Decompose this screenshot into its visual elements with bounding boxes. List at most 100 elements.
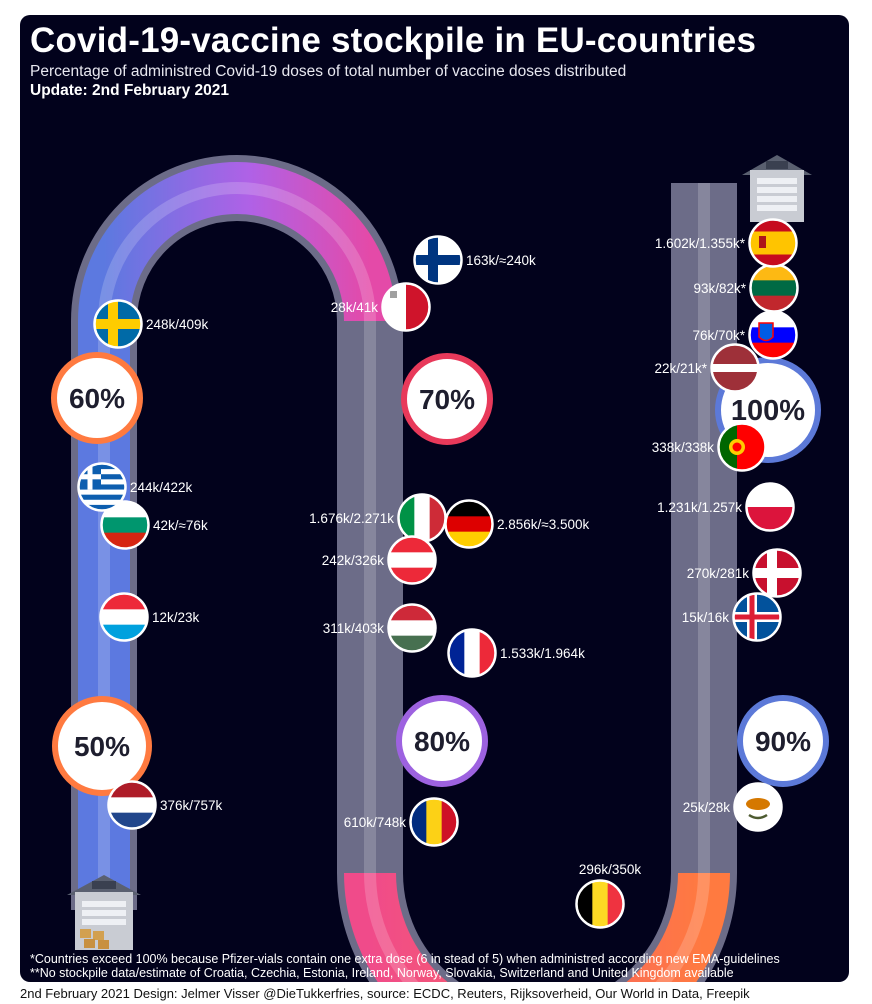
flag-border bbox=[381, 282, 431, 332]
country-label: 244k/422k bbox=[130, 480, 193, 495]
flag-border bbox=[447, 628, 497, 678]
flag-border bbox=[77, 462, 127, 512]
country-label: 338k/338k bbox=[652, 440, 715, 455]
flag-border bbox=[409, 797, 459, 847]
country-label: 270k/281k bbox=[687, 566, 750, 581]
malta-flag-icon bbox=[383, 284, 429, 330]
country-label: 1.676k/2.271k bbox=[309, 511, 394, 526]
country-italy: 1.676k/2.271k bbox=[309, 493, 447, 543]
flag-border bbox=[710, 343, 760, 393]
footnotes: *Countries exceed 100% because Pfizer-vi… bbox=[30, 952, 780, 980]
marker-label: 90% bbox=[755, 726, 811, 757]
country-label: 12k/23k bbox=[152, 610, 200, 625]
credit-line: 2nd February 2021 Design: Jelmer Visser … bbox=[20, 986, 750, 1001]
country-label: 376k/757k bbox=[160, 798, 223, 813]
marker-circle bbox=[401, 353, 493, 445]
country-portugal: 338k/338k bbox=[652, 422, 767, 472]
country-label: 2.856k/≈3.500k bbox=[497, 517, 589, 532]
warehouse-start-icon bbox=[67, 875, 141, 950]
marker-90: 90% bbox=[737, 695, 829, 787]
country-markers: 376k/757k 12k/23k 42k/≈76k 244k/422k 248k/40… bbox=[77, 218, 802, 929]
footnote-1: *Countries exceed 100% because Pfizer-vi… bbox=[30, 952, 780, 966]
country-cyprus: 25k/28k bbox=[683, 782, 783, 832]
flag-border bbox=[413, 235, 463, 285]
marker-label: 100% bbox=[731, 395, 805, 427]
marker-circle bbox=[737, 695, 829, 787]
marker-label: 70% bbox=[419, 384, 475, 415]
stockpile-track-chart: 50% 60% 70% 80% 90% 100% 376k/757k 12k/23k 42k/… bbox=[51, 155, 829, 982]
country-latvia: 22k/21k* bbox=[654, 343, 760, 393]
flag-border bbox=[732, 592, 782, 642]
country-label: 311k/403k bbox=[323, 621, 385, 636]
chart-panel: 50% 60% 70% 80% 90% 100% 376k/757k 12k/23k 42k/… bbox=[20, 15, 849, 982]
country-label: 610k/748k bbox=[344, 815, 407, 830]
update-date: Update: 2nd February 2021 bbox=[30, 82, 229, 99]
country-label: 248k/409k bbox=[146, 317, 209, 332]
marker-70: 70% bbox=[401, 353, 493, 445]
flag-border bbox=[99, 592, 149, 642]
country-iceland: 15k/16k bbox=[682, 592, 782, 642]
poland-flag-icon bbox=[747, 484, 793, 530]
marker-label: 50% bbox=[74, 731, 130, 762]
country-hungary: 311k/403k bbox=[323, 603, 437, 653]
flag-border bbox=[107, 780, 157, 830]
sweden-flag-icon bbox=[95, 301, 141, 347]
flag-border bbox=[717, 422, 767, 472]
country-label: 42k/≈76k bbox=[153, 518, 208, 533]
country-spain: 1.602k/1.355k* bbox=[655, 218, 798, 268]
country-greece: 244k/422k bbox=[77, 462, 193, 512]
country-label: 28k/41k bbox=[331, 300, 379, 315]
flag-border bbox=[387, 603, 437, 653]
country-denmark: 270k/281k bbox=[687, 548, 802, 598]
marker-label: 80% bbox=[414, 726, 470, 757]
flag-border bbox=[745, 482, 795, 532]
marker-60: 60% bbox=[51, 352, 143, 444]
country-france: 1.533k/1.964k bbox=[447, 628, 585, 678]
country-austria: 242k/326k bbox=[322, 535, 437, 585]
country-finland: 163k/≈240k bbox=[413, 235, 536, 285]
flag-border bbox=[444, 499, 494, 549]
marker-80: 80% bbox=[396, 695, 488, 787]
country-bulgaria: 42k/≈76k bbox=[100, 500, 208, 550]
country-poland: 1.231k/1.257k bbox=[657, 482, 795, 532]
country-label: 1.533k/1.964k bbox=[500, 646, 585, 661]
cyprus-flag-icon bbox=[735, 784, 781, 830]
marker-circle bbox=[52, 696, 152, 796]
denmark-flag-icon bbox=[754, 550, 800, 596]
country-belgium: 296k/350k bbox=[575, 862, 642, 929]
footnote-2: **No stockpile data/estimate of Croatia,… bbox=[30, 966, 734, 980]
marker-circle bbox=[396, 695, 488, 787]
country-romania: 610k/748k bbox=[344, 797, 459, 847]
flag-border bbox=[748, 218, 798, 268]
chart-subtitle: Percentage of administred Covid-19 doses… bbox=[30, 63, 627, 80]
finland-flag-icon bbox=[415, 237, 461, 283]
country-label: 76k/70k* bbox=[692, 328, 745, 343]
country-label: 25k/28k bbox=[683, 800, 731, 815]
country-label: 1.602k/1.355k* bbox=[655, 236, 746, 251]
latvia-flag-icon bbox=[712, 345, 758, 391]
country-label: 242k/326k bbox=[322, 553, 385, 568]
flag-border bbox=[575, 879, 625, 929]
warehouse-end-icon bbox=[742, 155, 812, 222]
country-label: 1.231k/1.257k bbox=[657, 500, 742, 515]
flag-border bbox=[733, 782, 783, 832]
country-label: 93k/82k* bbox=[693, 281, 746, 296]
country-label: 296k/350k bbox=[579, 862, 642, 877]
country-malta: 28k/41k bbox=[331, 282, 431, 332]
marker-circle bbox=[51, 352, 143, 444]
marker-label: 60% bbox=[69, 383, 125, 414]
percentage-markers: 50% 60% 70% 80% 90% 100% bbox=[51, 352, 829, 796]
country-label: 22k/21k* bbox=[654, 361, 707, 376]
country-netherlands: 376k/757k bbox=[107, 780, 223, 830]
flag-border bbox=[100, 500, 150, 550]
flag-border bbox=[752, 548, 802, 598]
flag-border bbox=[93, 299, 143, 349]
country-label: 163k/≈240k bbox=[466, 253, 536, 268]
country-lithuania: 93k/82k* bbox=[693, 263, 799, 313]
track-lane bbox=[98, 182, 710, 982]
country-luxembourg: 12k/23k bbox=[99, 592, 200, 642]
chart-title: Covid-19-vaccine stockpile in EU-countri… bbox=[30, 21, 757, 60]
country-germany: 2.856k/≈3.500k bbox=[444, 499, 589, 549]
country-label: 15k/16k bbox=[682, 610, 730, 625]
iceland-flag-icon bbox=[734, 594, 780, 640]
